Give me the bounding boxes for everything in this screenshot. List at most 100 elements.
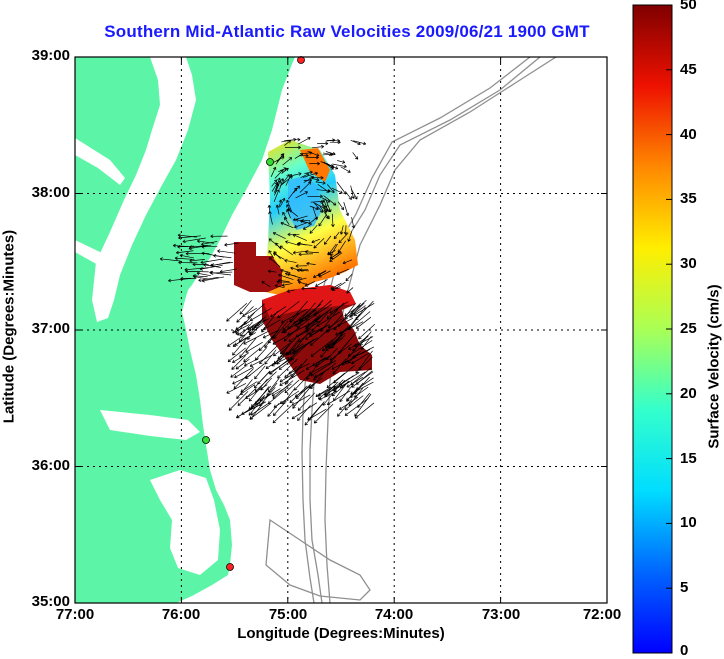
velocity-arrow xyxy=(358,323,376,340)
velocity-arrow xyxy=(295,315,312,327)
velocity-arrow xyxy=(236,405,258,418)
velocity-arrow xyxy=(271,182,278,192)
velocity-arrow xyxy=(297,136,311,145)
velocity-arrow xyxy=(279,197,286,207)
velocity-arrow xyxy=(284,366,298,378)
velocity-arrow xyxy=(260,377,273,391)
velocity-arrow xyxy=(273,189,280,202)
velocity-arrow xyxy=(295,191,308,199)
velocity-arrow xyxy=(253,371,270,389)
velocity-arrow xyxy=(267,269,277,274)
velocity-arrow xyxy=(283,326,300,342)
colorbar-tick-label: 10 xyxy=(680,514,697,531)
velocity-arrow xyxy=(232,337,248,356)
velocity-arrow xyxy=(224,242,239,247)
colorbar-tick-label: 5 xyxy=(680,579,689,596)
velocity-arrow xyxy=(306,261,316,266)
velocity-arrow xyxy=(351,217,356,229)
velocity-arrow xyxy=(227,334,246,347)
velocity-arrow xyxy=(268,211,273,225)
velocity-arrow xyxy=(228,391,249,411)
velocity-arrow xyxy=(284,379,300,394)
velocity-arrow xyxy=(281,137,297,143)
velocity-arrow xyxy=(353,140,367,146)
velocity-arrow xyxy=(351,352,370,365)
velocity-arrow xyxy=(278,358,295,370)
velocity-arrow xyxy=(265,356,285,370)
velocity-arrow xyxy=(247,303,265,319)
velocity-arrow xyxy=(309,325,328,337)
velocity-arrow xyxy=(249,401,265,420)
velocity-arrow xyxy=(282,388,295,405)
velocity-arrow xyxy=(287,322,313,336)
velocity-arrow xyxy=(287,272,303,279)
velocity-arrow xyxy=(232,352,249,363)
velocity-arrow xyxy=(200,258,223,265)
station-marker[interactable] xyxy=(266,158,274,166)
velocity-arrow xyxy=(326,372,346,389)
velocity-arrow xyxy=(321,204,329,219)
velocity-arrow xyxy=(293,185,300,194)
velocity-arrow xyxy=(234,366,254,379)
velocity-arrow xyxy=(314,202,329,211)
velocity-arrow xyxy=(311,311,329,332)
velocity-arrow xyxy=(281,308,308,324)
x-tick-label: 76:00 xyxy=(161,606,201,623)
velocity-arrow xyxy=(344,352,359,364)
colorbar-tick-label: 40 xyxy=(680,126,697,143)
velocity-arrow xyxy=(267,388,287,405)
velocity-arrow xyxy=(307,408,327,421)
velocity-arrow xyxy=(235,358,250,370)
velocity-arrow xyxy=(349,305,366,318)
velocity-arrow xyxy=(323,235,332,245)
velocity-arrow xyxy=(226,303,248,322)
colorbar-label: Surface Velocity (cm/s) xyxy=(705,284,723,449)
x-tick-label: 74:00 xyxy=(374,606,414,623)
velocity-arrow xyxy=(345,191,352,200)
velocity-arrow xyxy=(323,199,328,209)
velocity-arrow xyxy=(320,341,335,358)
velocity-field-red-band xyxy=(262,285,356,318)
velocity-arrow xyxy=(267,403,280,417)
velocity-arrow xyxy=(242,307,257,317)
velocity-arrow xyxy=(279,370,305,386)
velocity-arrow xyxy=(286,204,292,213)
velocity-arrow xyxy=(352,335,369,352)
velocity-arrow xyxy=(330,243,338,257)
velocity-arrow xyxy=(329,251,342,259)
velocity-arrow xyxy=(304,170,313,175)
velocity-arrow xyxy=(336,268,349,275)
velocity-arrow xyxy=(268,238,282,249)
velocity-arrow xyxy=(326,138,341,143)
colorbar-tick-label: 45 xyxy=(680,61,697,78)
velocity-arrow xyxy=(340,166,351,173)
velocity-arrow xyxy=(233,368,254,390)
velocity-arrow xyxy=(315,279,328,287)
velocity-field-west-lobe xyxy=(234,242,282,292)
velocity-arrow xyxy=(210,234,228,239)
velocity-arrow xyxy=(298,252,313,257)
velocity-arrow xyxy=(277,300,300,319)
velocity-arrow xyxy=(360,335,372,350)
velocity-arrow xyxy=(249,354,273,367)
velocity-arrow xyxy=(346,287,354,294)
velocity-arrow xyxy=(279,174,290,187)
velocity-arrow xyxy=(326,302,345,320)
colorbar xyxy=(632,4,673,654)
velocity-arrow xyxy=(331,187,343,194)
velocity-arrow xyxy=(344,395,364,411)
velocity-arrow xyxy=(236,379,253,399)
velocity-arrow xyxy=(329,252,343,262)
velocity-arrow xyxy=(344,303,361,320)
velocity-arrow xyxy=(321,335,346,352)
velocity-vectors xyxy=(159,136,376,426)
station-marker[interactable] xyxy=(226,563,234,571)
velocity-arrow xyxy=(322,152,334,157)
colorbar-tick-label: 50 xyxy=(680,0,697,13)
velocity-arrow xyxy=(313,403,334,424)
velocity-arrow xyxy=(299,181,312,193)
velocity-arrow xyxy=(281,319,305,334)
velocity-arrow xyxy=(247,319,267,331)
station-marker[interactable] xyxy=(202,436,210,444)
